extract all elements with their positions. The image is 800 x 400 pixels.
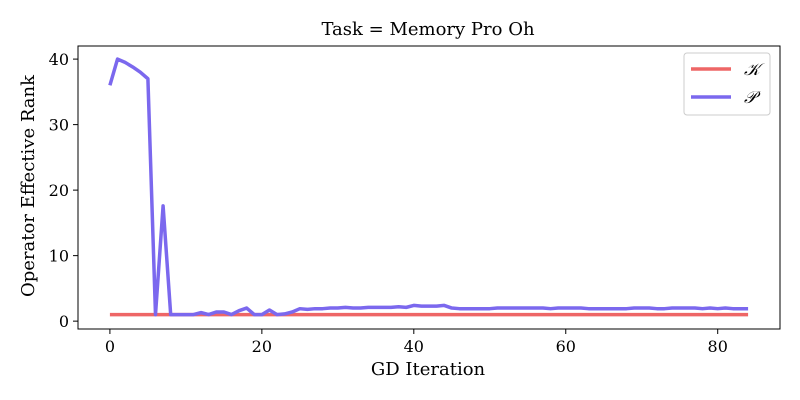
x-tick-label: 40 (404, 337, 424, 356)
y-axis-label: Operator Effective Rank (18, 74, 39, 297)
x-tick-label: 20 (252, 337, 272, 356)
y-tick-label: 0 (59, 312, 69, 331)
x-tick-label: 80 (708, 337, 728, 356)
y-tick-label: 10 (49, 247, 69, 266)
x-tick-label: 0 (105, 337, 115, 356)
x-axis-label: GD Iteration (371, 359, 486, 380)
legend-label: 𝒦 (744, 60, 765, 80)
chart-title: Task = Memory Pro Oh (321, 19, 535, 40)
x-tick-label: 60 (556, 337, 576, 356)
axis-ticks: 0 20 40 60 80 0 10 20 30 40 (49, 50, 728, 356)
y-tick-label: 40 (49, 50, 69, 69)
series-line-p (108, 57, 749, 317)
y-tick-label: 30 (49, 116, 69, 135)
legend: 𝒦𝒫 (683, 52, 771, 116)
axes-frame (77, 45, 781, 330)
plot-area (77, 45, 781, 330)
y-tick-label: 20 (49, 181, 69, 200)
